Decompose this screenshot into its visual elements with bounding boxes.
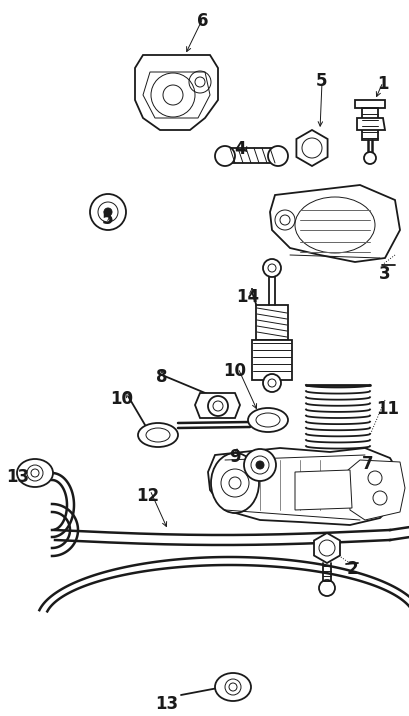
- Circle shape: [372, 491, 386, 505]
- Polygon shape: [313, 533, 339, 563]
- Ellipse shape: [214, 673, 250, 701]
- Polygon shape: [207, 448, 399, 525]
- Circle shape: [318, 580, 334, 596]
- Ellipse shape: [211, 453, 258, 513]
- Circle shape: [367, 471, 381, 485]
- Ellipse shape: [247, 408, 287, 432]
- Text: 13: 13: [155, 695, 178, 713]
- Polygon shape: [225, 148, 277, 163]
- Text: 10: 10: [110, 390, 133, 408]
- Text: 12: 12: [136, 487, 159, 505]
- Text: 9: 9: [229, 448, 240, 466]
- Ellipse shape: [138, 423, 178, 447]
- Polygon shape: [255, 305, 287, 340]
- Circle shape: [262, 259, 280, 277]
- Text: 14: 14: [236, 288, 259, 306]
- Text: 5: 5: [315, 72, 327, 90]
- Circle shape: [104, 208, 112, 216]
- Circle shape: [363, 152, 375, 164]
- Circle shape: [214, 146, 234, 166]
- Text: 3: 3: [378, 265, 390, 283]
- Polygon shape: [354, 100, 384, 108]
- Polygon shape: [294, 470, 351, 510]
- Text: 5: 5: [102, 210, 113, 228]
- Text: 1: 1: [376, 75, 388, 93]
- Text: 11: 11: [375, 400, 398, 418]
- Polygon shape: [270, 185, 399, 262]
- Circle shape: [90, 194, 126, 230]
- Circle shape: [267, 146, 287, 166]
- Polygon shape: [252, 340, 291, 380]
- Circle shape: [207, 396, 227, 416]
- Polygon shape: [195, 393, 239, 418]
- Circle shape: [262, 374, 280, 392]
- Polygon shape: [361, 108, 377, 140]
- Polygon shape: [135, 55, 218, 130]
- Ellipse shape: [17, 459, 53, 487]
- Text: 7: 7: [361, 455, 373, 473]
- Polygon shape: [356, 118, 384, 130]
- Circle shape: [243, 449, 275, 481]
- Circle shape: [27, 465, 43, 481]
- Circle shape: [225, 679, 240, 695]
- Polygon shape: [347, 460, 404, 520]
- Text: 4: 4: [234, 140, 245, 158]
- Text: 8: 8: [156, 368, 167, 386]
- Text: 2: 2: [345, 560, 357, 578]
- Circle shape: [255, 461, 263, 469]
- Text: 10: 10: [223, 362, 246, 380]
- Text: 6: 6: [197, 12, 208, 30]
- Polygon shape: [296, 130, 327, 166]
- Text: 13: 13: [7, 468, 29, 486]
